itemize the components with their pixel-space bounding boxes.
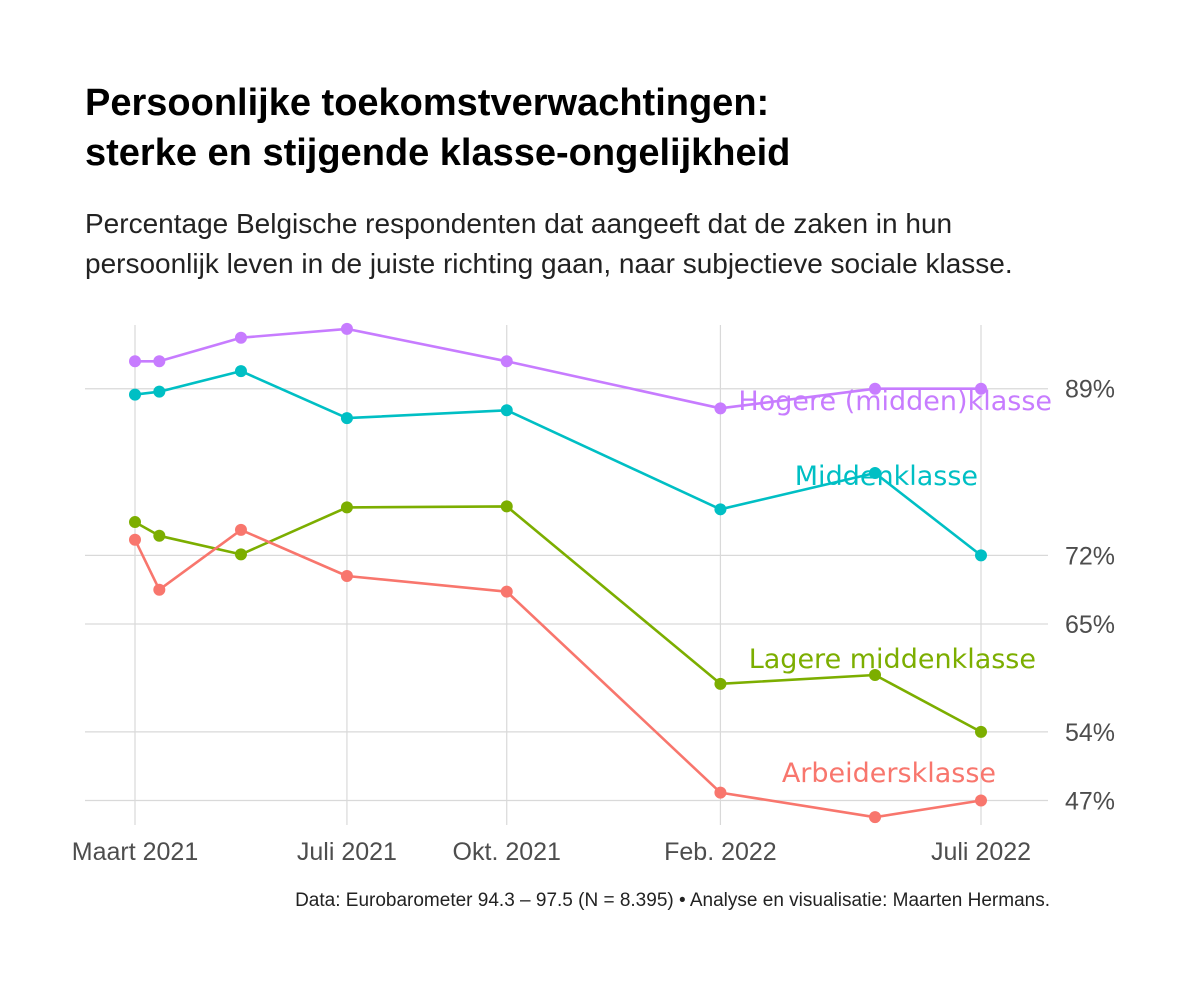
chart-title: Persoonlijke toekomstverwachtingen: ster… bbox=[85, 78, 1165, 178]
x-tick-label: Juli 2022 bbox=[931, 838, 1031, 866]
chart-subtitle-line-2: persoonlijk leven in de juiste richting … bbox=[85, 248, 1013, 279]
data-point bbox=[500, 585, 513, 598]
series-points bbox=[129, 322, 987, 824]
data-point bbox=[340, 322, 353, 335]
x-tick-label: Maart 2021 bbox=[72, 838, 198, 866]
data-point bbox=[869, 467, 882, 480]
series-line bbox=[134, 505, 982, 734]
data-point bbox=[500, 500, 513, 513]
data-point bbox=[234, 548, 247, 561]
data-point bbox=[340, 412, 353, 425]
data-point bbox=[975, 549, 987, 562]
series-labels: Hogere (midden)klasse Middenklasse Lagere … bbox=[738, 386, 1052, 789]
series-label: Hogere (midden)klasse bbox=[738, 386, 1052, 417]
x-tick-label: Okt. 2021 bbox=[453, 838, 561, 866]
data-point bbox=[153, 583, 166, 596]
chart-subtitle-line-1: Percentage Belgische respondenten dat aa… bbox=[85, 208, 953, 239]
series-lines bbox=[133, 327, 982, 819]
data-point bbox=[500, 355, 513, 368]
data-point bbox=[129, 533, 141, 546]
series-line bbox=[135, 327, 981, 410]
data-point bbox=[234, 365, 247, 378]
data-point bbox=[714, 503, 727, 516]
series-line bbox=[134, 369, 982, 557]
source-caption: Data: Eurobarometer 94.3 – 97.5 (N = 8.3… bbox=[295, 890, 1050, 911]
data-point bbox=[500, 404, 513, 417]
chart-title-line-2: sterke en stijgende klasse-ongelijkheid bbox=[85, 132, 791, 174]
chart-subtitle: Percentage Belgische respondenten dat aa… bbox=[85, 204, 1185, 284]
data-point bbox=[234, 523, 247, 536]
data-point bbox=[975, 725, 987, 738]
data-point bbox=[340, 501, 353, 514]
y-tick-label: 47% bbox=[1065, 787, 1115, 815]
axis-tick-labels: Maart 2021 Juli 2021 Okt. 2021 Feb. 2022 Jul… bbox=[72, 376, 1115, 866]
data-point bbox=[153, 355, 166, 368]
series-label: Lagere middenklasse bbox=[749, 644, 1036, 675]
chart-title-line-1: Persoonlijke toekomstverwachtingen: bbox=[85, 82, 770, 124]
data-point bbox=[234, 331, 247, 344]
data-point bbox=[153, 529, 166, 542]
data-point bbox=[714, 677, 727, 690]
data-point bbox=[714, 402, 727, 415]
y-tick-label: 65% bbox=[1065, 611, 1115, 639]
data-point bbox=[975, 794, 987, 807]
series-line bbox=[133, 528, 982, 819]
data-point bbox=[714, 786, 727, 799]
x-tick-label: Juli 2021 bbox=[297, 838, 397, 866]
data-point bbox=[129, 516, 141, 529]
data-point bbox=[975, 382, 987, 395]
data-point bbox=[129, 388, 141, 401]
data-point bbox=[869, 811, 882, 824]
x-tick-label: Feb. 2022 bbox=[664, 838, 777, 866]
data-point bbox=[869, 669, 882, 681]
series-label: Arbeidersklasse bbox=[782, 758, 996, 789]
series-label: Middenklasse bbox=[795, 461, 978, 492]
y-tick-label: 54% bbox=[1065, 719, 1115, 747]
data-point bbox=[340, 569, 353, 582]
data-point bbox=[153, 385, 166, 398]
data-point bbox=[869, 382, 882, 395]
data-point bbox=[129, 355, 141, 368]
y-tick-label: 72% bbox=[1065, 542, 1115, 570]
y-tick-label: 89% bbox=[1065, 376, 1115, 404]
